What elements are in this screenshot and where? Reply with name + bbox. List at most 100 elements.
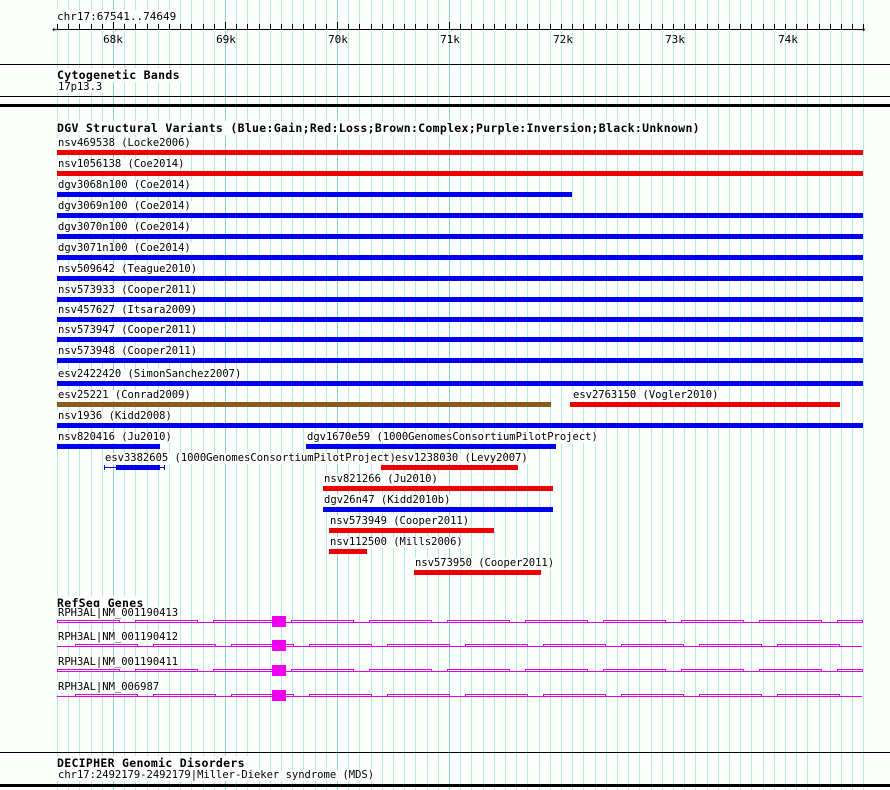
- axis-tick-minor: [303, 24, 304, 30]
- gene-strand-riser: [119, 669, 120, 672]
- gene-intron-line: [57, 696, 862, 697]
- gene-strand-riser: [215, 694, 216, 697]
- variant-label[interactable]: nsv821266 (Ju2010): [323, 473, 439, 485]
- variant-label[interactable]: nsv112500 (Mills2006): [329, 536, 464, 548]
- axis-tick-minor: [382, 24, 383, 30]
- variant-label[interactable]: dgv26n47 (Kidd2010b): [323, 494, 452, 506]
- axis-tick-minor: [102, 24, 103, 30]
- variant-whisker-cap: [164, 465, 165, 470]
- axis-tick-minor: [718, 24, 719, 30]
- gene-strand-riser: [309, 644, 310, 647]
- gene-label[interactable]: RPH3AL|NM_001190411: [57, 656, 180, 668]
- gene-exon-box[interactable]: [272, 640, 286, 651]
- gene-strand-riser: [862, 620, 863, 623]
- gene-label[interactable]: RPH3AL|NM_001190412: [57, 631, 180, 643]
- variant-bar-gain[interactable]: [57, 444, 160, 449]
- variant-label[interactable]: dgv3069n100 (Coe2014): [57, 200, 192, 212]
- section-title-refseq-genes: RefSeq Genes: [57, 596, 147, 610]
- variant-bar-gain[interactable]: [323, 507, 553, 512]
- gene-strand-riser: [665, 620, 666, 623]
- gene-strand-arrow-icon: [75, 694, 137, 695]
- cytogenetic-band-label[interactable]: 17p13.3: [57, 81, 104, 93]
- variant-label[interactable]: nsv457627 (Itsara2009): [57, 304, 199, 316]
- variant-label[interactable]: nsv469538 (Locke2006): [57, 137, 192, 149]
- variant-bar-loss[interactable]: [381, 465, 518, 470]
- gene-strand-arrow-icon: [231, 694, 293, 695]
- variant-label[interactable]: nsv509642 (Teague2010): [57, 263, 199, 275]
- variant-bar-loss[interactable]: [329, 549, 367, 554]
- variant-label[interactable]: dgv1670e59 (1000GenomesConsortiumPilotPr…: [306, 431, 599, 443]
- variant-label[interactable]: dgv3071n100 (Coe2014): [57, 242, 192, 254]
- variant-bar-loss[interactable]: [323, 486, 553, 491]
- gene-strand-riser: [135, 620, 136, 623]
- variant-bar-loss[interactable]: [570, 402, 840, 407]
- gene-strand-riser: [621, 694, 622, 697]
- variant-bar-loss[interactable]: [329, 528, 494, 533]
- gene-label[interactable]: RPH3AL|NM_001190413: [57, 607, 180, 619]
- variant-bar-gain[interactable]: [57, 192, 572, 197]
- variant-bar-gain[interactable]: [116, 465, 160, 470]
- variant-bar-gain[interactable]: [57, 234, 863, 239]
- axis-tick-minor: [494, 24, 495, 30]
- variant-bar-gain[interactable]: [57, 213, 863, 218]
- gene-label[interactable]: RPH3AL|NM_006987: [57, 681, 161, 693]
- variant-bar-gain[interactable]: [57, 317, 863, 322]
- section-title-cytogenetic-bands: Cytogenetic Bands: [57, 68, 183, 82]
- variant-label[interactable]: nsv820416 (Ju2010): [57, 431, 173, 443]
- gene-strand-riser: [621, 644, 622, 647]
- gene-strand-arrow-icon: [525, 669, 587, 670]
- variant-label[interactable]: nsv573947 (Cooper2011): [57, 324, 199, 336]
- variant-bar-gain[interactable]: [57, 276, 863, 281]
- axis-tick-minor: [561, 24, 562, 30]
- variant-bar-gain[interactable]: [57, 423, 863, 428]
- axis-tick-minor: [404, 24, 405, 30]
- axis-tick-minor: [628, 24, 629, 30]
- variant-label[interactable]: nsv573933 (Cooper2011): [57, 284, 199, 296]
- variant-label[interactable]: nsv1056138 (Coe2014): [57, 158, 186, 170]
- variant-bar-loss[interactable]: [414, 570, 541, 575]
- variant-label[interactable]: dgv3068n100 (Coe2014): [57, 179, 192, 191]
- variant-label[interactable]: esv3382605 (1000GenomesConsortiumPilotPr…: [104, 452, 397, 464]
- variant-label[interactable]: esv25221 (Conrad2009): [57, 389, 192, 401]
- variant-bar-gain[interactable]: [306, 444, 556, 449]
- axis-tick-minor: [505, 24, 506, 30]
- gene-strand-riser: [681, 620, 682, 623]
- variant-bar-loss[interactable]: [57, 171, 863, 176]
- gene-strand-riser: [543, 694, 544, 697]
- gene-strand-riser: [119, 620, 120, 623]
- axis-tick-minor: [819, 24, 820, 30]
- gene-exon-box[interactable]: [272, 616, 286, 627]
- divider-bottom: [0, 784, 890, 787]
- variant-label[interactable]: esv1238030 (Levy2007): [394, 452, 529, 464]
- variant-label[interactable]: nsv573949 (Cooper2011): [329, 515, 471, 527]
- variant-label[interactable]: esv2763150 (Vogler2010): [572, 389, 720, 401]
- axis-tick-label: 73k: [665, 33, 685, 46]
- variant-bar-gain[interactable]: [57, 381, 863, 386]
- axis-tick-label: 72k: [553, 33, 573, 46]
- variant-bar-complex[interactable]: [57, 402, 551, 407]
- axis-tick-major: [337, 22, 338, 30]
- gene-strand-riser: [821, 620, 822, 623]
- gene-exon-box[interactable]: [272, 690, 286, 701]
- gene-strand-arrow-icon: [699, 694, 761, 695]
- gene-strand-riser: [371, 694, 372, 697]
- axis-tick-minor: [259, 24, 260, 30]
- variant-label[interactable]: nsv1936 (Kidd2008): [57, 410, 173, 422]
- variant-bar-gain[interactable]: [57, 358, 863, 363]
- variant-label[interactable]: dgv3070n100 (Coe2014): [57, 221, 192, 233]
- variant-bar-gain[interactable]: [57, 297, 863, 302]
- axis-tick-minor: [639, 24, 640, 30]
- variant-bar-loss[interactable]: [57, 150, 863, 155]
- variant-label[interactable]: nsv573948 (Cooper2011): [57, 345, 199, 357]
- gene-intron-line: [57, 622, 862, 623]
- axis-tick-minor: [147, 24, 148, 30]
- axis-tick-minor: [483, 24, 484, 30]
- variant-bar-gain[interactable]: [57, 255, 863, 260]
- variant-label[interactable]: nsv573950 (Cooper2011): [414, 557, 556, 569]
- decipher-disorder-entry[interactable]: chr17:2492179-2492179|Miller-Dieker synd…: [57, 769, 376, 781]
- variant-label[interactable]: esv2422420 (SimonSanchez2007): [57, 368, 243, 380]
- axis-tick-minor: [270, 24, 271, 30]
- gene-strand-arrow-icon: [543, 694, 605, 695]
- gene-exon-box[interactable]: [272, 665, 286, 676]
- variant-bar-gain[interactable]: [57, 337, 863, 342]
